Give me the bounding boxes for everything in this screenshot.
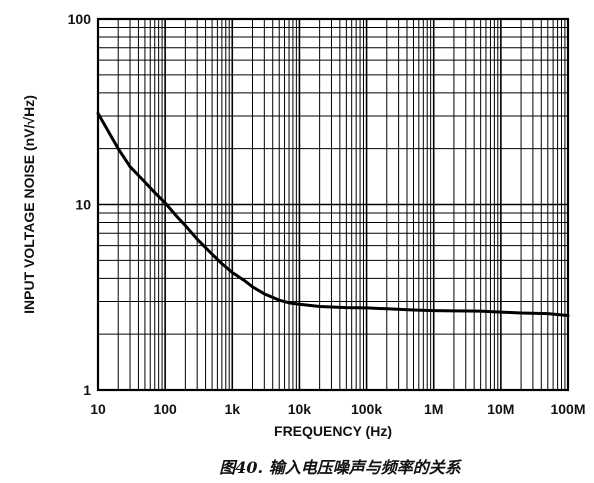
x-tick-label: 10M	[487, 401, 514, 417]
x-tick-label: 10k	[288, 401, 312, 417]
figure-caption: 图40. 输入电压噪声与频率的关系	[219, 458, 462, 477]
x-tick-label: 1M	[424, 401, 443, 417]
plot-frame	[96, 17, 570, 392]
x-tick-label: 10	[90, 401, 106, 417]
y-tick-label: 10	[75, 197, 91, 213]
x-tick-labels: 10 100 1k 10k 100k 1M 10M 100M	[90, 401, 585, 417]
y-tick-labels: 1 10 100	[68, 11, 92, 398]
grid	[97, 19, 568, 391]
x-tick-label: 100M	[550, 401, 585, 417]
x-tick-label: 100k	[351, 401, 382, 417]
noise-curve	[96, 111, 570, 318]
x-tick-label: 1k	[224, 401, 240, 417]
x-axis-label: FREQUENCY (Hz)	[274, 423, 392, 439]
y-tick-label: 100	[68, 11, 92, 27]
y-axis-label: INPUT VOLTAGE NOISE (nV/√Hz)	[21, 95, 37, 314]
y-tick-label: 1	[83, 382, 91, 398]
x-tick-label: 100	[153, 401, 177, 417]
